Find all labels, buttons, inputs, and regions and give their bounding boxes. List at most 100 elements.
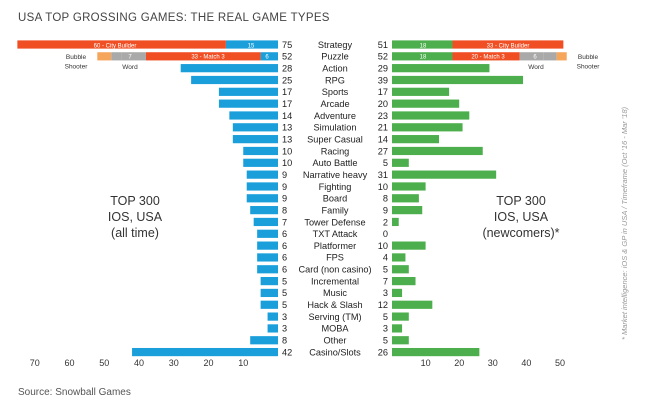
word-label-right: Word	[528, 64, 544, 71]
left-value-label: 3	[282, 312, 287, 322]
right-bar	[392, 312, 409, 321]
left-value-label: 9	[282, 182, 287, 192]
right-panel-line3: (newcomers)*	[482, 226, 559, 240]
left-value-label: 5	[282, 276, 287, 286]
left-value-label: 9	[282, 170, 287, 180]
segment-label: 15	[248, 44, 255, 50]
left-bar	[260, 300, 278, 309]
right-value-label: 5	[383, 312, 388, 322]
right-value-label: 3	[383, 324, 388, 334]
right-value-label: 5	[383, 158, 388, 168]
left-bar	[257, 265, 278, 274]
category-label: Board	[323, 194, 348, 204]
left-value-label: 8	[282, 336, 287, 346]
left-segment	[97, 52, 112, 61]
right-segment	[392, 40, 453, 49]
left-value-label: 6	[282, 229, 287, 239]
right-value-label: 23	[378, 111, 388, 121]
right-value-label: 9	[383, 205, 388, 215]
right-panel-line2: IOS, USA	[494, 210, 549, 224]
segment-label: 6	[533, 55, 537, 61]
right-value-label: 0	[383, 229, 388, 239]
right-bar	[392, 241, 426, 250]
left-bar	[246, 194, 278, 203]
bubble-label-right: Bubble	[578, 54, 599, 61]
right-bar	[392, 75, 524, 85]
left-value-label: 3	[282, 324, 287, 334]
category-label: Incremental	[311, 276, 359, 286]
right-value-label: 2	[383, 217, 388, 227]
right-bar	[392, 336, 409, 345]
segment-label: 60 - City Builder	[94, 44, 137, 50]
category-label: Other	[324, 336, 347, 346]
left-bar	[253, 217, 278, 227]
bubble-label-left: Bubble	[66, 54, 87, 61]
left-value-label: 17	[282, 87, 292, 97]
right-axis-tick: 20	[454, 358, 464, 368]
right-value-label: 20	[378, 99, 388, 109]
left-segment	[260, 52, 278, 61]
category-label: RPG	[325, 75, 345, 85]
left-value-label: 14	[282, 111, 292, 121]
left-segment	[17, 40, 226, 49]
left-segment	[111, 52, 122, 61]
left-value-label: 10	[282, 146, 292, 156]
axis-ticks: 70 60 50 40 30 20 10 10 20 30 40 50	[30, 358, 565, 368]
right-bar	[392, 99, 460, 108]
left-segment	[225, 40, 278, 49]
left-bar	[232, 135, 278, 144]
left-value-label: 7	[282, 217, 287, 227]
right-bar	[392, 324, 403, 333]
right-axis-tick: 50	[555, 358, 565, 368]
category-label: Racing	[321, 146, 350, 156]
category-label: Strategy	[318, 40, 353, 50]
shooter-label-right: Shooter	[577, 64, 601, 71]
right-bar	[392, 182, 426, 191]
right-bar	[392, 265, 409, 274]
right-value-label: 21	[378, 123, 388, 133]
left-value-label: 75	[282, 40, 292, 50]
category-label: Sports	[322, 87, 349, 97]
left-bar	[257, 253, 278, 262]
left-bar	[243, 146, 278, 156]
left-value-label: 10	[282, 158, 292, 168]
left-bar	[267, 324, 278, 333]
left-value-label: 6	[282, 253, 287, 263]
left-bar	[191, 75, 278, 85]
left-segment	[121, 52, 146, 61]
left-axis-tick: 20	[203, 358, 213, 368]
right-panel-line1: TOP 300	[496, 194, 546, 208]
right-bar	[392, 347, 480, 357]
right-value-label: 3	[383, 288, 388, 298]
right-value-label: 10	[378, 182, 388, 192]
right-value-label: 7	[383, 276, 388, 286]
right-axis-tick: 10	[421, 358, 431, 368]
left-axis-tick: 40	[134, 358, 144, 368]
category-label: Action	[322, 63, 348, 73]
left-bar	[229, 111, 278, 120]
right-bar	[392, 288, 403, 298]
left-bar	[232, 123, 278, 132]
right-bar	[392, 300, 433, 309]
category-label: Card (non casino)	[298, 265, 371, 275]
left-value-label: 5	[282, 300, 287, 310]
left-bar	[132, 347, 278, 357]
right-value-label: 29	[378, 63, 388, 73]
category-label: TXT Attack	[313, 229, 358, 239]
segment-label: 18	[420, 55, 427, 61]
right-value-label: 27	[378, 146, 388, 156]
right-value-label: 12	[378, 300, 388, 310]
segment-label: 20 - Match 3	[471, 55, 505, 61]
right-value-label: 5	[383, 265, 388, 275]
right-segment	[543, 52, 557, 61]
right-segment	[452, 52, 520, 61]
category-label: Super Casual	[307, 134, 363, 144]
left-axis-tick: 60	[64, 358, 74, 368]
right-value-label: 39	[378, 75, 388, 85]
right-bar	[392, 135, 440, 144]
category-label: Fighting	[319, 182, 352, 192]
left-segment	[145, 52, 261, 61]
category-label: Hack & Slash	[307, 300, 362, 310]
category-label: Adventure	[314, 111, 356, 121]
